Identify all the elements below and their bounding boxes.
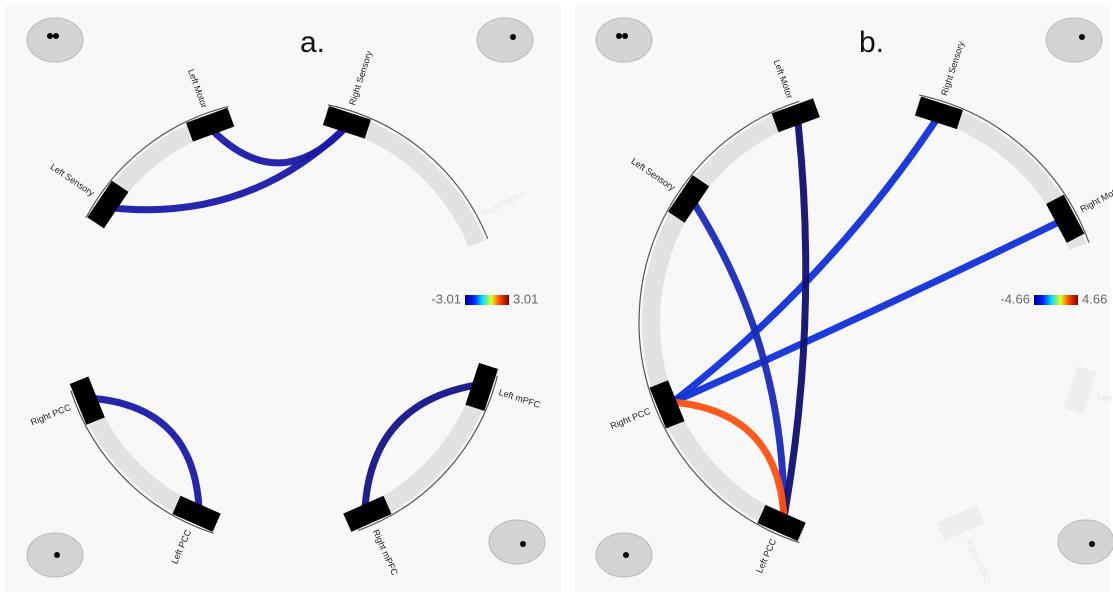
brain-icon (27, 18, 83, 62)
brain-dot (1079, 34, 1085, 40)
brain-dot (520, 541, 526, 547)
brain-dot (53, 33, 59, 39)
brain-dot (54, 552, 60, 558)
brain-dot (47, 33, 53, 39)
brain-dot (623, 552, 629, 558)
brain-icon (477, 18, 533, 62)
figure: Left MotorLeft SensoryRight SensoryRight… (0, 0, 1113, 595)
colorbar-min: -3.01 (431, 291, 461, 306)
colorbar-max: 4.66 (1082, 291, 1107, 306)
colorbar (1034, 295, 1078, 305)
brain-dot (616, 33, 622, 39)
colorbar-max: 3.01 (513, 291, 538, 306)
brain-dot (510, 34, 516, 40)
brain-icon (489, 520, 545, 564)
brain-dot (1089, 541, 1095, 547)
brain-dot (622, 33, 628, 39)
brain-icon (596, 18, 652, 62)
panel-label: b. (859, 26, 884, 59)
brain-icon (1058, 520, 1113, 564)
colorbar-min: -4.66 (1000, 291, 1030, 306)
colorbar (465, 295, 509, 305)
panel-label: a. (300, 26, 325, 59)
brain-icon (1046, 18, 1102, 62)
